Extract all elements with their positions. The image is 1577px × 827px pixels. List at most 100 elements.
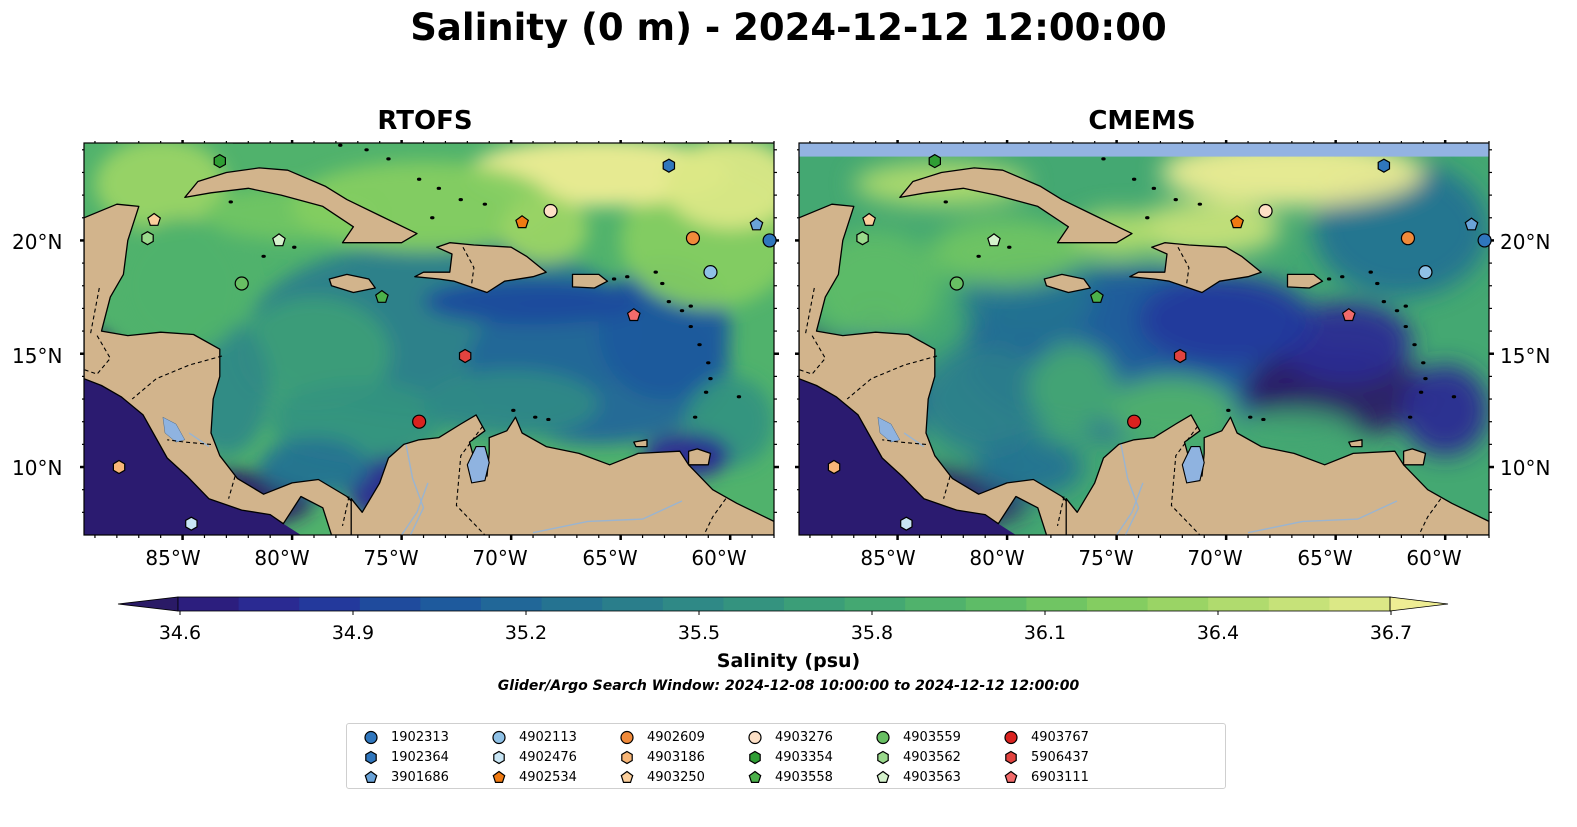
float-marker-1902364[interactable] [662,158,676,173]
legend-item-3901686: 3901686 [363,768,449,786]
float-marker-1902313[interactable] [1477,233,1492,248]
legend-marker-pentagon-icon [364,770,378,783]
lon-label-60-left: 60°W [691,546,747,570]
float-marker-4903559[interactable] [234,276,249,291]
float-marker-5906437[interactable] [1173,348,1187,364]
float-marker-4903559[interactable] [949,276,964,291]
legend-label: 4903276 [775,729,833,745]
float-marker-4902609[interactable] [1400,231,1416,246]
float-marker-4903562[interactable] [856,231,869,246]
legend-marker-hexagon-icon [621,750,633,765]
panel-title-cmems: CMEMS [1088,106,1196,136]
colorbar-tick-0: 34.6 [158,622,202,644]
legend-item-4903559: 4903559 [875,728,961,746]
legend-item-4903276: 4903276 [747,728,833,746]
lat-label-20-left: 20°N [12,230,63,254]
figure-title: Salinity (0 m) - 2024-12-12 12:00:00 [410,6,1167,49]
legend-marker-circle-icon [1004,730,1018,745]
legend-item-4903767: 4903767 [1003,728,1089,746]
colorbar-tick-4: 35.8 [850,622,894,644]
float-marker-1902364[interactable] [1377,158,1391,173]
legend-label: 3901686 [391,769,449,785]
legend-label: 4903558 [775,769,833,785]
legend-item-4902534: 4902534 [491,768,577,786]
legend-item-4903563: 4903563 [875,768,961,786]
float-marker-6903111[interactable] [626,307,641,322]
float-marker-4902476[interactable] [900,516,913,531]
legend-item-4902113: 4902113 [491,728,577,746]
float-legend: 1902313 1902364 3901686 4902113 4902476 49025… [346,723,1226,789]
float-marker-4903276[interactable] [543,203,558,219]
legend-label: 4902113 [519,729,577,745]
legend-item-5906437: 5906437 [1003,748,1089,766]
colorbar-tick-2: 35.2 [504,622,548,644]
colorbar-label: Salinity (psu) [716,650,861,672]
lat-label-20-right: 20°N [1500,230,1551,254]
lon-label-75-right: 75°W [1078,546,1134,570]
legend-label: 4903559 [903,729,961,745]
lon-label-85-right: 85°W [860,546,916,570]
legend-item-4903562: 4903562 [875,748,961,766]
float-marker-4903563[interactable] [987,233,1001,247]
legend-marker-pentagon-icon [1004,770,1018,783]
map-panel-cmems[interactable] [795,140,1495,540]
float-marker-4902113[interactable] [1418,265,1433,280]
float-marker-6903111[interactable] [1341,307,1356,322]
float-marker-4903562[interactable] [141,231,154,246]
float-marker-4903250[interactable] [862,212,877,226]
float-marker-4903354[interactable] [213,153,226,169]
float-marker-3901686[interactable] [749,217,764,231]
lon-label-85-left: 85°W [145,546,201,570]
lon-label-60-right: 60°W [1406,546,1462,570]
map-panel-rtofs[interactable] [80,140,780,540]
float-marker-4903558[interactable] [374,289,389,303]
float-marker-4903354[interactable] [928,153,941,169]
float-marker-5906437[interactable] [458,348,472,364]
legend-marker-pentagon-icon [748,770,762,783]
float-marker-4902609[interactable] [685,231,701,246]
float-marker-4903558[interactable] [1089,289,1104,303]
legend-marker-circle-icon [492,730,506,745]
float-marker-4903186[interactable] [827,459,841,475]
legend-label: 4902534 [519,769,577,785]
legend-label: 6903111 [1031,769,1089,785]
legend-marker-circle-icon [876,730,890,745]
lon-label-70-right: 70°W [1187,546,1243,570]
legend-label: 4903563 [903,769,961,785]
float-marker-1902313[interactable] [762,233,777,248]
colorbar-tick-6: 36.4 [1196,622,1240,644]
float-marker-4903186[interactable] [112,459,126,475]
legend-item-4902609: 4902609 [619,728,705,746]
float-marker-4903276[interactable] [1258,203,1273,219]
float-marker-4902113[interactable] [703,265,718,280]
salinity-colorbar [117,596,1449,615]
lon-label-70-left: 70°W [472,546,528,570]
legend-marker-hexagon-icon [877,750,889,765]
colorbar-tick-7: 36.7 [1369,622,1413,644]
legend-label: 4903250 [647,769,705,785]
legend-marker-pentagon-icon [620,770,634,783]
lon-label-80-right: 80°W [969,546,1025,570]
legend-marker-pentagon-icon [492,770,506,783]
panel-title-rtofs: RTOFS [377,106,473,136]
float-marker-3901686[interactable] [1464,217,1479,231]
float-marker-4903767[interactable] [1127,414,1142,429]
legend-item-6903111: 6903111 [1003,768,1089,786]
float-marker-4903250[interactable] [147,212,162,226]
lat-label-15-left: 15°N [12,344,63,368]
legend-item-4903186: 4903186 [619,748,705,766]
float-marker-4902534[interactable] [515,215,530,229]
legend-marker-hexagon-icon [493,750,505,765]
lon-label-80-left: 80°W [254,546,310,570]
float-marker-4902476[interactable] [185,516,198,531]
legend-item-4903354: 4903354 [747,748,833,766]
legend-marker-pentagon-icon [876,770,890,783]
colorbar-tick-3: 35.5 [677,622,721,644]
legend-item-4902476: 4902476 [491,748,577,766]
float-marker-4903767[interactable] [412,414,427,429]
lon-label-65-right: 65°W [1297,546,1353,570]
lon-label-65-left: 65°W [582,546,638,570]
float-marker-4903563[interactable] [272,233,286,247]
float-marker-4902534[interactable] [1230,215,1245,229]
legend-item-1902313: 1902313 [363,728,449,746]
